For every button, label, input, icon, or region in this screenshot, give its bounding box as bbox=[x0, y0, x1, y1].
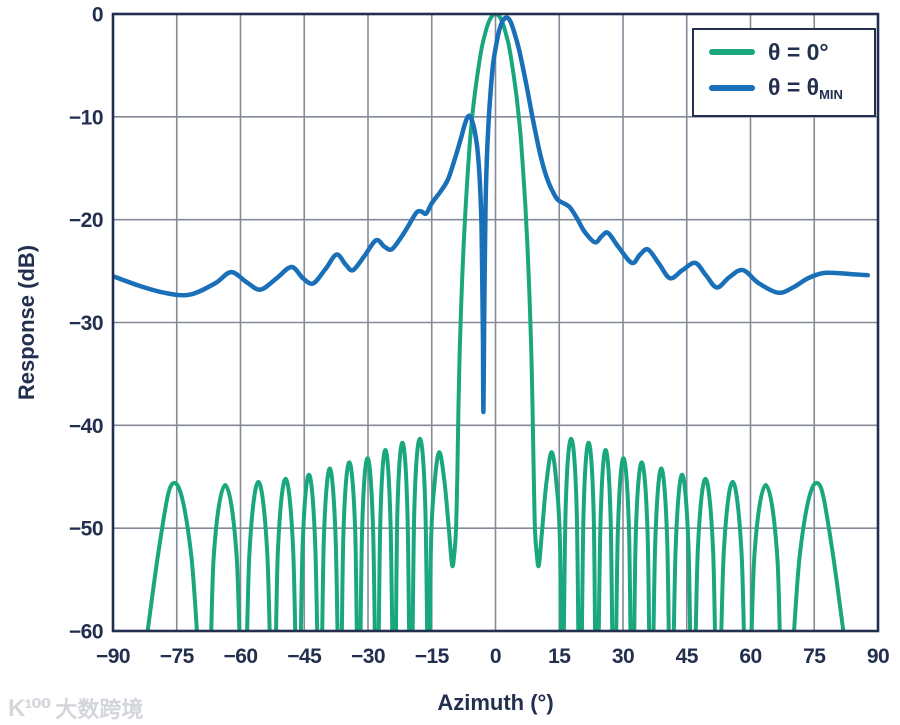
plot-frame bbox=[111, 12, 880, 633]
y-tick-label: −40 bbox=[69, 415, 103, 438]
x-tick-label: 60 bbox=[739, 645, 761, 668]
x-tick-label: −30 bbox=[351, 645, 385, 668]
x-tick-label: 15 bbox=[548, 645, 571, 668]
y-tick-label: −10 bbox=[69, 106, 103, 129]
legend-swatch-green-line bbox=[709, 49, 755, 55]
legend-item-theta-0: θ = 0° bbox=[694, 34, 874, 70]
y-tick-label: −50 bbox=[69, 518, 103, 541]
watermark-text: 大数跨境 bbox=[55, 697, 144, 722]
curve-theta-0 bbox=[145, 14, 846, 631]
legend-label-theta-min-main: θ = θ bbox=[768, 74, 820, 100]
legend-label-theta-min: θ = θMIN bbox=[768, 74, 843, 102]
legend-swatch-blue-line bbox=[709, 85, 755, 91]
legend-label-theta-min-sub: MIN bbox=[819, 87, 843, 102]
y-tick-label: −20 bbox=[69, 209, 103, 232]
x-tick-label: 75 bbox=[803, 645, 826, 668]
y-axis-label: Response (dB) bbox=[14, 244, 39, 401]
watermark: K¹⁰⁰ 大数跨境 bbox=[8, 692, 143, 724]
y-tick-label: −60 bbox=[69, 621, 103, 644]
legend-label-theta-0: θ = 0° bbox=[768, 38, 829, 65]
x-tick-label: −45 bbox=[287, 645, 322, 668]
y-tick-label: 0 bbox=[92, 4, 103, 27]
x-tick-label: −60 bbox=[223, 645, 257, 668]
x-axis-label: Azimuth (°) bbox=[437, 690, 554, 715]
curves-group bbox=[113, 14, 871, 631]
x-tick-label: −75 bbox=[160, 645, 195, 668]
x-tick-label: 0 bbox=[490, 645, 501, 668]
legend: θ = 0° θ = θMIN bbox=[692, 28, 876, 117]
watermark-logo-icon: K¹⁰⁰ bbox=[8, 694, 51, 722]
x-tick-label: −90 bbox=[96, 645, 130, 668]
x-tick-label: 90 bbox=[867, 645, 889, 668]
curve-theta-min bbox=[113, 15, 871, 415]
x-tick-label: −15 bbox=[415, 645, 450, 668]
x-tick-label: 45 bbox=[676, 645, 699, 668]
y-tick-label: −30 bbox=[69, 312, 103, 335]
x-tick-label: 30 bbox=[612, 645, 634, 668]
legend-item-theta-min: θ = θMIN bbox=[694, 70, 874, 106]
